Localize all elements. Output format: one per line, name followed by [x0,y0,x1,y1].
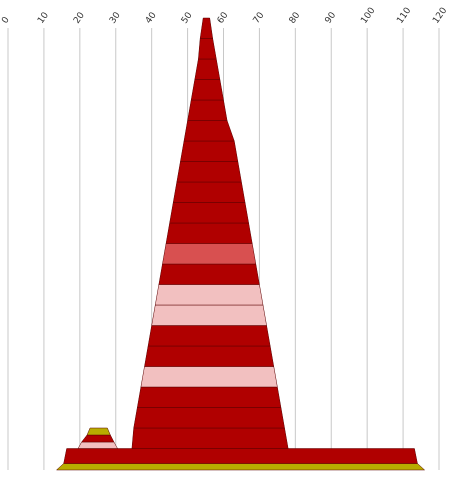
bar-tower-3-layer-17 [187,99,228,121]
x-tick-label-90: 90 [324,10,339,25]
bar-tower-3-layer-2 [133,407,285,429]
bar-tower-1-layer-2 [63,448,418,464]
bar-tower-3-layer-18 [190,79,224,101]
bar-tower-3-layer-13 [172,181,246,203]
x-tick-label-30: 30 [108,10,123,25]
x-tick-label-50: 50 [180,10,195,25]
bar-tower-3-layer-1 [131,427,289,449]
bar-tower-3-layer-21 [199,17,214,39]
bar-tower-3-layer-7 [151,304,267,326]
x-tick-label-60: 60 [216,10,231,25]
x-tick-label-10: 10 [36,10,51,25]
x-tick-label-0: 0 [0,15,12,26]
bar-tower-3-layer-20 [198,38,217,60]
x-tick-label-40: 40 [144,10,159,25]
x-tick-label-70: 70 [252,10,267,25]
bar-tower-2-layer-2 [81,434,115,443]
bar-tower-3-layer-4 [140,366,278,388]
bar-tower-3-layer-5 [144,345,275,367]
bar-tower-3-layer-10 [162,243,257,265]
bar-tower-3-layer-8 [154,284,264,306]
bar-tower-3-layer-15 [180,140,239,162]
bar-tower-3-layer-16 [183,120,235,142]
x-tick-label-110: 110 [395,6,413,26]
x-tick-label-80: 80 [288,10,303,25]
bar-tower-3-layer-14 [176,161,242,183]
bar-tower-3-layer-11 [165,222,253,244]
bar-tower-2-layer-1 [77,441,118,449]
bar-tower-2-layer-3 [86,427,111,436]
bars [55,17,426,471]
x-tick-label-20: 20 [72,10,87,25]
bar-tower-3-layer-19 [194,58,221,80]
bar-tower-3-layer-9 [158,263,260,285]
x-tick-label-120: 120 [431,6,449,26]
bar-tower-3-layer-6 [147,325,271,347]
x-tick-labels: 0 10 20 30 40 50 60 70 80 90 100 110 120 [0,6,449,26]
bar-tower-1-layer-1 [55,463,426,471]
bar-tower-3-layer-12 [169,202,249,224]
bar-tower-3-layer-3 [137,386,282,408]
x-tick-label-100: 100 [359,6,377,26]
